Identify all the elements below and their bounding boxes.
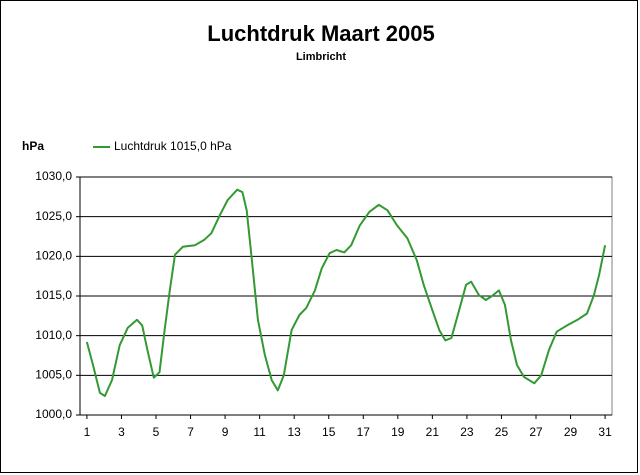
- y-tick-label: 1015,0: [35, 288, 72, 302]
- x-tick-label: 29: [564, 425, 578, 439]
- y-tick-label: 1020,0: [35, 249, 72, 263]
- x-tick-label: 31: [598, 425, 612, 439]
- x-tick-label: 13: [288, 425, 302, 439]
- x-tick-label: 23: [460, 425, 474, 439]
- x-tick-label: 17: [357, 425, 371, 439]
- y-tick-label: 1025,0: [35, 209, 72, 223]
- x-tick-label: 1: [84, 425, 91, 439]
- x-tick-label: 27: [529, 425, 543, 439]
- legend-label: Luchtdruk 1015,0 hPa: [114, 139, 232, 153]
- x-tick-label: 21: [426, 425, 440, 439]
- x-tick-label: 19: [391, 425, 405, 439]
- x-tick-label: 7: [187, 425, 194, 439]
- chart-title: Luchtdruk Maart 2005: [207, 21, 434, 46]
- x-tick-label: 25: [495, 425, 509, 439]
- y-tick-label: 1030,0: [35, 169, 72, 183]
- y-tick-label: 1000,0: [35, 407, 72, 421]
- x-tick-label: 11: [253, 425, 266, 439]
- y-tick-label: 1005,0: [35, 368, 72, 382]
- x-tick-label: 3: [118, 425, 125, 439]
- x-tick-label: 9: [222, 425, 229, 439]
- y-axis-label: hPa: [22, 139, 44, 153]
- x-tick-label: 5: [153, 425, 160, 439]
- y-tick-label: 1010,0: [35, 328, 72, 342]
- data-line: [85, 188, 607, 397]
- chart-subtitle: Limbricht: [296, 51, 346, 63]
- x-tick-label: 15: [322, 425, 336, 439]
